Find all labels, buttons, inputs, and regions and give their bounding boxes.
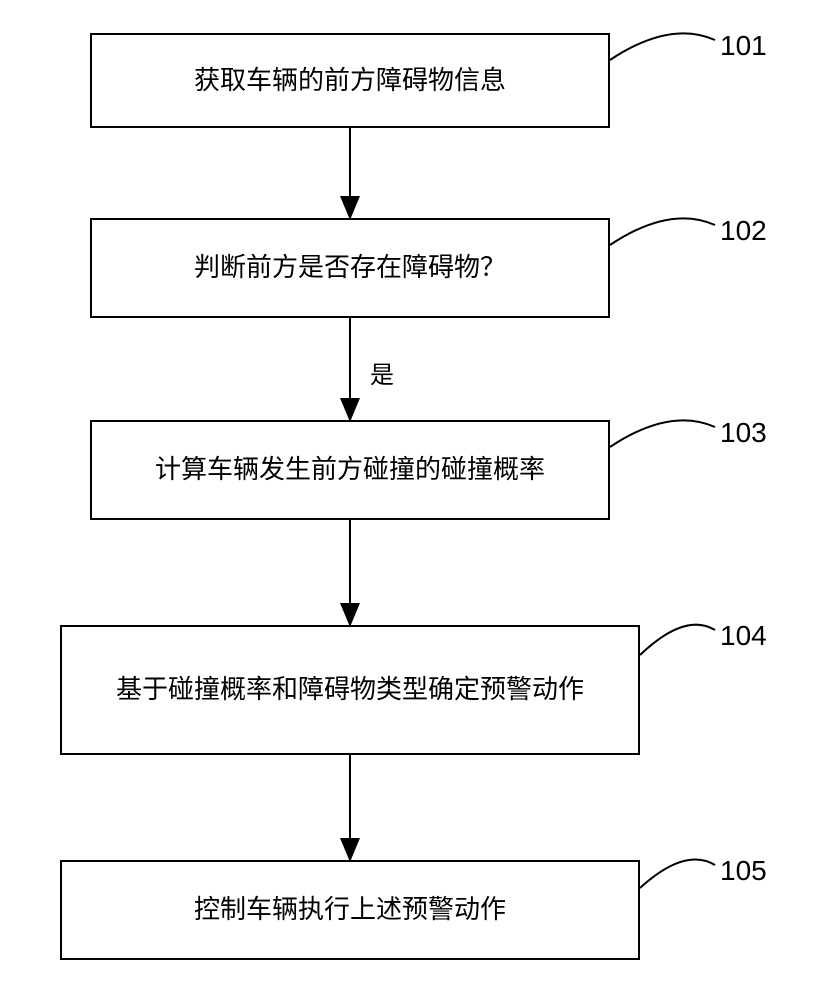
flow-node-n2: 判断前方是否存在障碍物？ <box>90 218 610 318</box>
callout-n4 <box>640 625 715 655</box>
flow-node-n4: 基于碰撞概率和障碍物类型确定预警动作 <box>60 625 640 755</box>
flowchart-canvas: 获取车辆的前方障碍物信息 101 判断前方是否存在障碍物？ 102 计算车辆发生前方碰撞… <box>0 0 832 1000</box>
flow-node-text-n5: 控制车辆执行上述预警动作 <box>190 889 510 931</box>
flow-node-text-n2: 判断前方是否存在障碍物？ <box>190 247 510 289</box>
step-number-103: 103 <box>720 417 767 449</box>
step-number-105: 105 <box>720 855 767 887</box>
flow-node-n3: 计算车辆发生前方碰撞的碰撞概率 <box>90 420 610 520</box>
flow-node-n1: 获取车辆的前方障碍物信息 <box>90 33 610 128</box>
callout-n5 <box>640 860 715 888</box>
flow-node-text-n3: 计算车辆发生前方碰撞的碰撞概率 <box>151 449 549 491</box>
callout-n3 <box>610 420 715 447</box>
callout-n2 <box>610 218 715 245</box>
step-number-101: 101 <box>720 30 767 62</box>
flow-node-text-n1: 获取车辆的前方障碍物信息 <box>190 60 510 102</box>
edge-label-n2-n3: 是 <box>370 355 394 390</box>
step-number-102: 102 <box>720 215 767 247</box>
flow-node-text-n4: 基于碰撞概率和障碍物类型确定预警动作 <box>112 669 588 711</box>
step-number-104: 104 <box>720 620 767 652</box>
flow-node-n5: 控制车辆执行上述预警动作 <box>60 860 640 960</box>
callout-n1 <box>610 33 715 60</box>
